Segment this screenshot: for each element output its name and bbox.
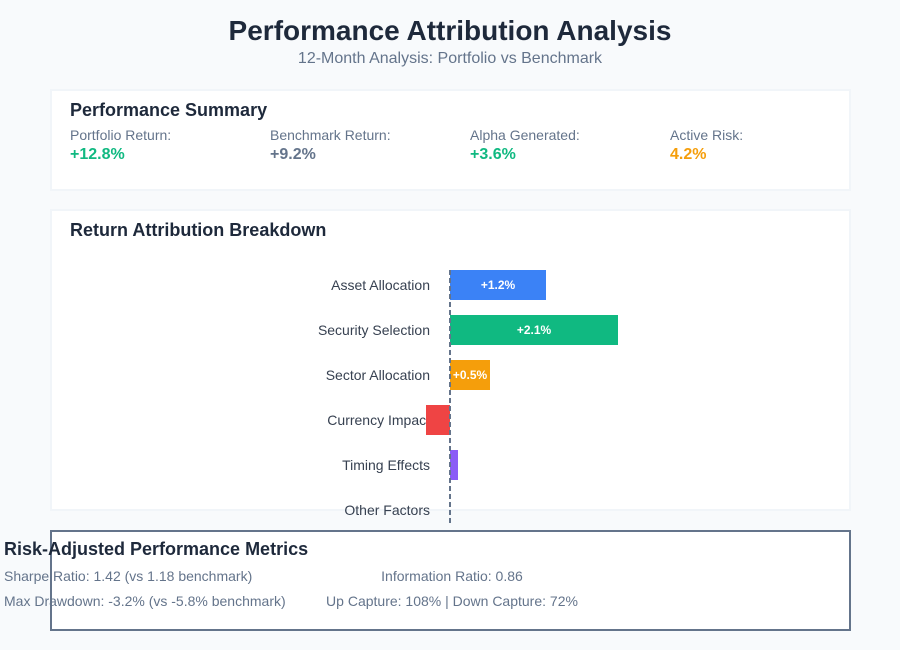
summary-label: Active Risk: (670, 127, 744, 143)
summary-title: Performance Summary (70, 100, 268, 120)
attribution-title: Return Attribution Breakdown (70, 220, 327, 240)
summary-label: Benchmark Return: (270, 127, 391, 143)
summary-label: Alpha Generated: (470, 127, 580, 143)
data-label: +0.5% (453, 368, 488, 382)
bar (450, 360, 490, 390)
metrics-title: Risk-Adjusted Performance Metrics (4, 539, 309, 559)
summary-value: 4.2% (670, 146, 707, 163)
page-subtitle: 12-Month Analysis: Portfolio vs Benchmar… (297, 50, 603, 67)
risk-metrics-card: Risk-Adjusted Performance Metrics Sharpe… (4, 530, 851, 631)
bar (450, 315, 618, 345)
summary-value: +12.8% (70, 146, 125, 163)
category-label: Currency Impact (327, 412, 430, 428)
summary-value: +3.6% (470, 146, 516, 163)
category-label: Security Selection (318, 322, 430, 338)
category-label: Other Factors (344, 502, 430, 518)
category-label: Timing Effects (342, 457, 430, 473)
metric-capture: Up Capture: 108% | Down Capture: 72% (326, 593, 578, 609)
bar (450, 270, 546, 300)
metric-sharpe: Sharpe Ratio: 1.42 (vs 1.18 benchmark) (4, 568, 253, 584)
metric-drawdown: Max Drawdown: -3.2% (vs -5.8% benchmark) (4, 593, 286, 609)
performance-summary-card: Performance Summary Portfolio Return: +12… (50, 89, 851, 191)
summary-value: +9.2% (270, 146, 316, 163)
category-label: Asset Allocation (331, 277, 430, 293)
page-title: Performance Attribution Analysis (228, 15, 672, 46)
category-label: Sector Allocation (326, 367, 430, 383)
summary-label: Portfolio Return: (70, 127, 172, 143)
bar (426, 405, 450, 435)
data-label: +2.1% (517, 323, 552, 337)
bar (450, 450, 458, 480)
metric-information-ratio: Information Ratio: 0.86 (381, 568, 523, 584)
data-label: +1.2% (481, 278, 516, 292)
